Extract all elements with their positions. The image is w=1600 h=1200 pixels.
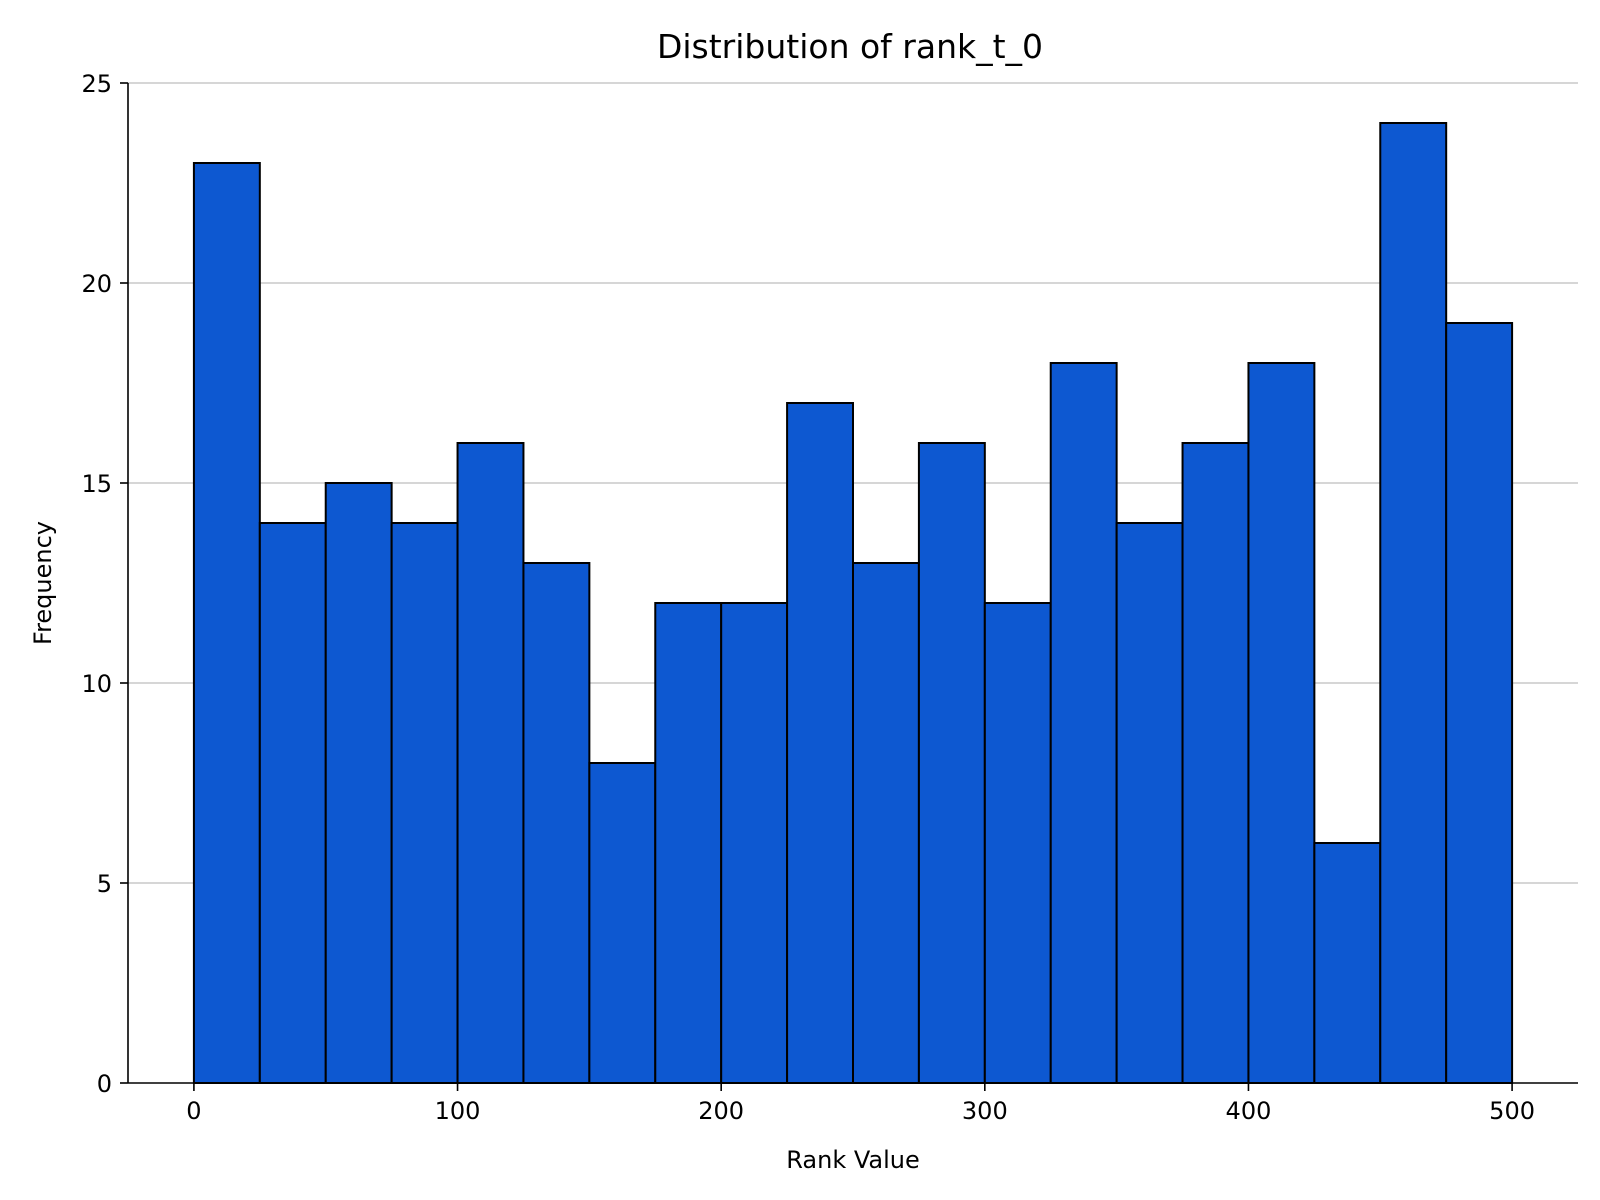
x-tick-label-500: 500 (1489, 1097, 1535, 1125)
y-tick-label-0: 0 (97, 1070, 112, 1098)
histogram-bar-3 (390, 522, 459, 1084)
histogram-bar-2 (324, 482, 393, 1084)
histogram-bar-6 (588, 762, 657, 1084)
x-tick-label-300: 300 (962, 1097, 1008, 1125)
histogram-bar-8 (720, 602, 789, 1084)
histogram-bar-15 (1181, 442, 1250, 1084)
chart-title: Distribution of rank_t_0 (657, 27, 1043, 66)
y-tick-label-25: 25 (81, 70, 112, 98)
histogram-bar-16 (1247, 362, 1316, 1084)
histogram-bar-13 (1049, 362, 1118, 1084)
histogram-bar-5 (522, 562, 591, 1084)
x-tick-label-100: 100 (435, 1097, 481, 1125)
y-axis-label: Frequency (29, 521, 57, 645)
histogram-bar-1 (258, 522, 327, 1084)
histogram-bar-7 (654, 602, 723, 1084)
x-tick-label-200: 200 (698, 1097, 744, 1125)
histogram-bar-0 (192, 162, 261, 1084)
histogram-bar-10 (852, 562, 920, 1084)
histogram-bar-18 (1379, 122, 1448, 1084)
ticks-layer: 0 5 10 15 20 25 0 100 200 300 400 500 (81, 70, 1535, 1125)
x-axis-label: Rank Value (786, 1146, 920, 1174)
histogram-bar-11 (917, 442, 986, 1084)
histogram-bar-4 (456, 442, 525, 1084)
bars-layer (192, 122, 1514, 1084)
axes-layer (127, 83, 1578, 1084)
histogram-bar-12 (983, 602, 1052, 1084)
x-tick-label-400: 400 (1226, 1097, 1272, 1125)
y-tick-label-15: 15 (81, 470, 112, 498)
histogram-bar-17 (1313, 842, 1382, 1084)
histogram-bar-14 (1115, 522, 1184, 1084)
y-tick-label-20: 20 (81, 270, 112, 298)
histogram-bar-9 (786, 402, 854, 1084)
histogram-bar-19 (1445, 322, 1514, 1084)
y-tick-label-5: 5 (97, 870, 112, 898)
y-tick-label-10: 10 (81, 670, 112, 698)
x-tick-label-0: 0 (186, 1097, 201, 1125)
